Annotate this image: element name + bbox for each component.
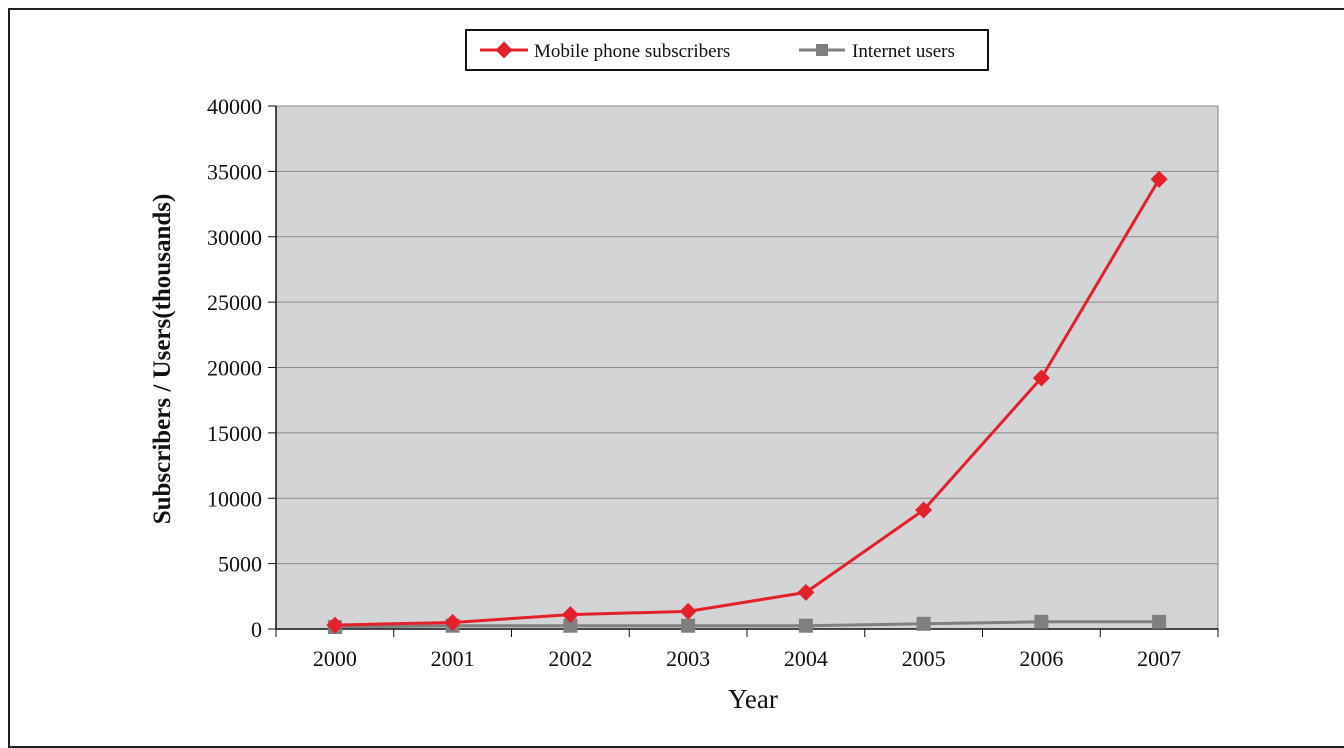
series-markers [326, 170, 1168, 635]
series-lines [334, 178, 1161, 629]
axes [268, 105, 1219, 637]
data-point-internet-2003 [681, 618, 696, 633]
legend-box [465, 29, 989, 71]
x-tick-label-2005: 2005 [902, 646, 946, 671]
series-line-internet [334, 620, 1160, 629]
legend-label-internet: Internet users [852, 41, 955, 62]
y-tick-label: 15000 [207, 421, 262, 446]
data-point-mobile-2001 [444, 613, 462, 631]
y-tick-label: 30000 [207, 225, 262, 250]
data-point-internet-2002 [563, 618, 578, 633]
legend-label-mobile: Mobile phone subscribers [534, 41, 730, 62]
x-tick-labels: 2000 2001 2002 2003 2004 2005 2006 2007 [313, 646, 1181, 671]
y-tick-label: 25000 [207, 290, 262, 315]
data-point-mobile-2002 [561, 606, 579, 624]
data-point-internet-2007 [1152, 614, 1167, 629]
legend: Mobile phone subscribers Internet users [465, 29, 989, 71]
legend-item-internet: Internet users [799, 41, 955, 62]
legend-marker-internet [816, 44, 828, 56]
y-tick-label: 5000 [218, 552, 262, 577]
y-tick-label: 35000 [207, 159, 262, 184]
data-point-mobile-2004 [797, 583, 815, 601]
data-point-mobile-2000 [326, 616, 344, 634]
x-tick-label-2004: 2004 [784, 646, 828, 671]
data-point-internet-2006 [1034, 614, 1049, 629]
data-point-mobile-2003 [679, 602, 697, 620]
gridlines [276, 105, 1218, 565]
x-tick-label-2007: 2007 [1137, 646, 1181, 671]
x-tick-label-2006: 2006 [1019, 646, 1063, 671]
y-tick-labels: 0 5000 10000 15000 20000 25000 30000 35000 40000 [207, 94, 262, 642]
data-point-internet-2004 [798, 618, 813, 633]
x-tick-label-2003: 2003 [666, 646, 710, 671]
x-tick-label-2000: 2000 [313, 646, 357, 671]
y-tick-label: 40000 [207, 94, 262, 119]
line-chart: Mobile phone subscribers Internet users … [149, 29, 1219, 714]
series-line-mobile [334, 178, 1161, 627]
data-point-internet-2005 [916, 616, 931, 631]
y-tick-label: 20000 [207, 356, 262, 381]
data-point-mobile-2005 [915, 501, 933, 519]
x-axis-title: Year [728, 684, 778, 714]
y-tick-label: 10000 [207, 486, 262, 511]
x-tick-label-2001: 2001 [431, 646, 475, 671]
y-tick-label: 0 [251, 617, 262, 642]
y-axis-title: Subscribers / Users(thousands) [149, 194, 176, 525]
x-tick-label-2002: 2002 [548, 646, 592, 671]
